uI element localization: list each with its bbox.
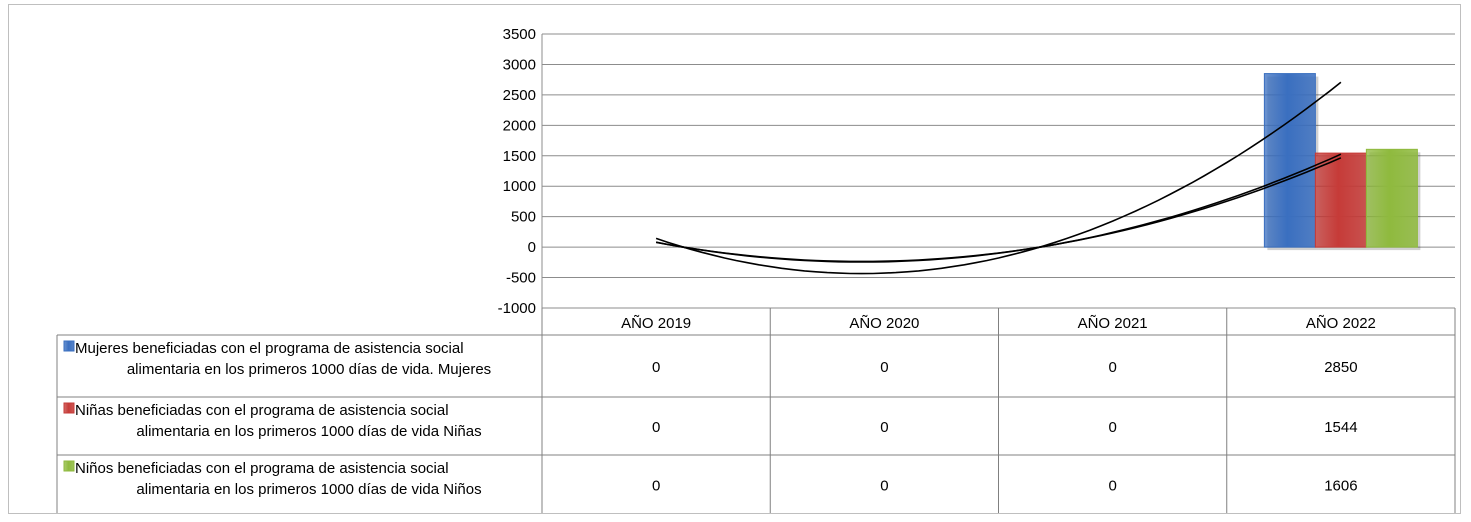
legend-key-series-1 <box>63 340 75 352</box>
category-label-ano-2020: AÑO 2020 <box>849 315 919 332</box>
data-label-series-3-ano-2022: 1606 <box>1324 478 1357 495</box>
series-name-line-1: Niños beneficiadas con el programa de as… <box>75 460 449 477</box>
legend-key-series-2 <box>63 402 75 414</box>
data-label-series-1-ano-2021: 0 <box>1108 359 1116 376</box>
series-name-line-2: alimentaria en los primeros 1000 días de… <box>136 423 481 440</box>
bar-ano-2022-series-2 <box>1314 152 1367 248</box>
data-label-series-1-ano-2020: 0 <box>880 359 888 376</box>
y-tick-label: 2000 <box>503 117 536 134</box>
series-name-line-1: Niñas beneficiadas con el programa de as… <box>75 402 449 419</box>
y-tick-label: 500 <box>511 209 536 226</box>
category-label-ano-2022: AÑO 2022 <box>1306 315 1376 332</box>
y-tick-label: 0 <box>528 239 536 256</box>
y-tick-label: -1000 <box>498 300 536 317</box>
trendline-series-3 <box>655 153 1342 263</box>
chart-svg: 3500 3000 2500 2000 1500 1000 500 0 -500 -1000 AÑ… <box>56 26 1456 513</box>
trendlines <box>655 81 1342 275</box>
data-label-series-2-ano-2020: 0 <box>880 419 888 436</box>
data-label-series-3-ano-2021: 0 <box>1108 478 1116 495</box>
y-axis: 3500 3000 2500 2000 1500 1000 500 0 -500 -1000 <box>498 26 543 317</box>
trendline-series-2 <box>655 157 1342 263</box>
legend-key-series-3 <box>63 460 75 472</box>
gridlines <box>542 33 1455 309</box>
series-name-line-2: alimentaria en los primeros 1000 días de… <box>136 481 481 498</box>
y-tick-label: 3500 <box>503 26 536 43</box>
bar-ano-2022-series-3 <box>1365 148 1418 248</box>
data-label-series-2-ano-2019: 0 <box>652 419 660 436</box>
series-name-line-1: Mujeres beneficiadas con el programa de … <box>75 340 464 357</box>
y-tick-label: 1500 <box>503 148 536 165</box>
data-label-series-3-ano-2019: 0 <box>652 478 660 495</box>
bar-ano-2022-series-1 <box>1263 73 1316 248</box>
data-label-series-3-ano-2020: 0 <box>880 478 888 495</box>
data-label-series-1-ano-2019: 0 <box>652 359 660 376</box>
y-tick-label: -500 <box>506 270 536 287</box>
bars <box>1263 73 1421 251</box>
y-tick-label: 2500 <box>503 87 536 104</box>
y-tick-label: 1000 <box>503 178 536 195</box>
trendline-series-1 <box>655 81 1342 275</box>
data-label-series-2-ano-2021: 0 <box>1108 419 1116 436</box>
y-tick-label: 3000 <box>503 56 536 73</box>
chart-frame: 3500 3000 2500 2000 1500 1000 500 0 -500 -1000 AÑ… <box>8 4 1461 514</box>
category-label-ano-2021: AÑO 2021 <box>1078 315 1148 332</box>
data-table: AÑO 2019 AÑO 2020 AÑO 2021 AÑO 2022 Mujeres … <box>56 308 1456 513</box>
data-label-series-2-ano-2022: 1544 <box>1324 419 1357 436</box>
category-label-ano-2019: AÑO 2019 <box>621 315 691 332</box>
series-name-line-2: alimentaria en los primeros 1000 días de… <box>127 361 491 378</box>
data-label-series-1-ano-2022: 2850 <box>1324 359 1357 376</box>
